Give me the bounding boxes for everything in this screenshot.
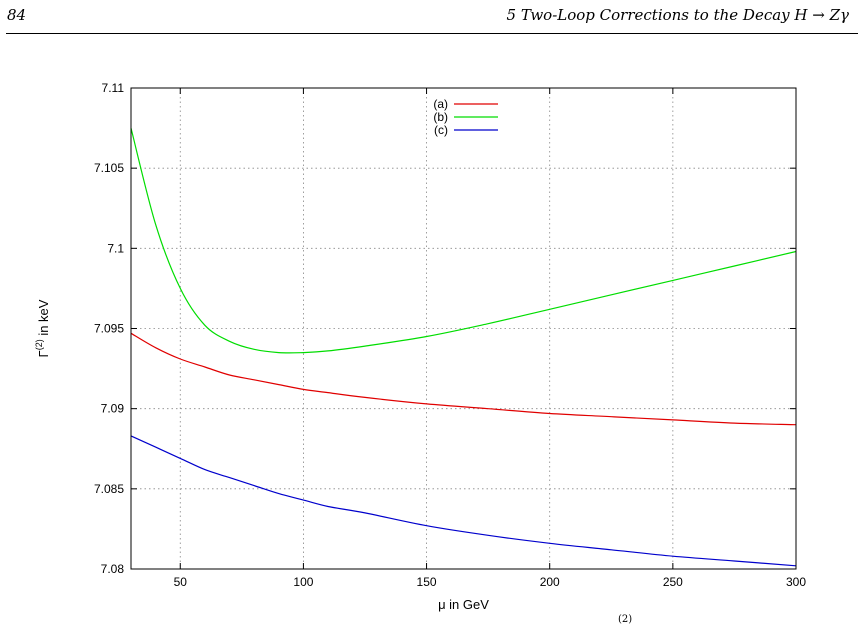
y-axis-label: Γ(2) in keV	[34, 299, 51, 357]
x-tick-label: 300	[786, 575, 806, 589]
legend-label: (a)	[433, 97, 448, 111]
running-title: 5 Two-Loop Corrections to the Decay H → …	[506, 6, 849, 24]
header-rule	[6, 33, 858, 34]
x-tick-label: 150	[417, 575, 437, 589]
legend: (a)(b)(c)	[433, 97, 498, 137]
page-header: 84 5 Two-Loop Corrections to the Decay H…	[0, 0, 864, 36]
x-tick-label: 250	[663, 575, 683, 589]
page-number: 84	[7, 6, 27, 24]
y-tick-label: 7.11	[102, 81, 125, 95]
axis-ticks: 50 100 150 200 250 300 7.08 7.085 7.09 7.095 7.1 7.…	[94, 81, 806, 589]
y-tick-label: 7.1	[107, 241, 124, 255]
caption-fragment: (2)	[618, 614, 633, 625]
series-line-a	[130, 332, 797, 426]
y-tick-label: 7.085	[94, 482, 124, 496]
y-tick-label: 7.095	[94, 322, 124, 336]
y-tick-label: 7.105	[94, 161, 124, 175]
legend-label: (b)	[433, 110, 448, 124]
y-tick-label: 7.09	[101, 402, 125, 416]
x-axis-label: μ in GeV	[438, 597, 489, 612]
series-line-c	[130, 435, 797, 567]
y-tick-label: 7.08	[101, 562, 125, 576]
x-tick-label: 50	[174, 575, 188, 589]
series-line-b	[130, 127, 797, 354]
series-layer	[130, 127, 797, 567]
x-tick-label: 200	[540, 575, 560, 589]
grid	[131, 88, 796, 569]
x-tick-label: 100	[293, 575, 313, 589]
legend-label: (c)	[434, 123, 448, 137]
